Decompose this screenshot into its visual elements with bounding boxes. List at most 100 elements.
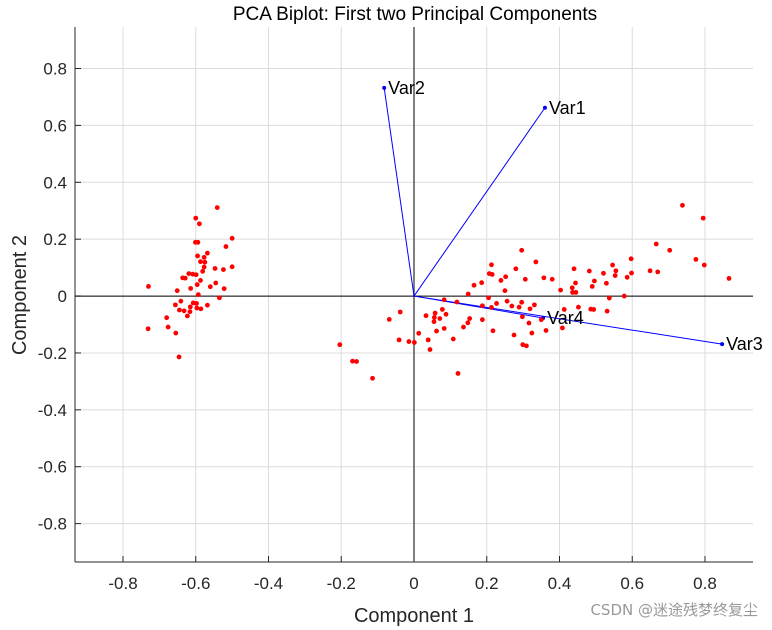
score-point — [193, 215, 199, 221]
score-point — [549, 276, 555, 282]
vector-label-var4: Var4 — [547, 308, 584, 328]
y-tick-label: 0.8 — [43, 60, 67, 79]
vector-label-var3: Var3 — [726, 334, 763, 354]
score-point — [592, 278, 597, 284]
score-point — [178, 298, 184, 304]
score-point — [571, 266, 577, 272]
x-tick-label: 0 — [409, 574, 418, 593]
score-point — [519, 314, 525, 320]
score-point — [489, 305, 494, 310]
score-point — [538, 317, 544, 323]
score-point — [498, 278, 504, 283]
x-tick-label: 0.4 — [548, 574, 572, 593]
score-point — [184, 313, 190, 319]
score-point — [229, 264, 235, 270]
score-point — [486, 295, 491, 301]
score-point — [526, 320, 532, 326]
y-tick-label: -0.2 — [38, 344, 67, 363]
score-point — [201, 264, 207, 270]
score-point — [188, 285, 194, 291]
score-point — [655, 269, 661, 275]
y-tick-label: -0.6 — [38, 458, 67, 477]
score-point — [223, 244, 229, 249]
vector-tip-var1 — [542, 105, 547, 110]
score-point — [541, 275, 547, 281]
score-point — [350, 358, 355, 364]
vector-var1 — [413, 107, 546, 297]
score-point — [164, 315, 170, 321]
score-point — [439, 307, 445, 312]
score-point — [520, 342, 526, 348]
score-point — [558, 287, 563, 293]
score-point — [613, 268, 619, 274]
score-point — [202, 259, 208, 265]
score-point — [450, 336, 456, 342]
score-point — [194, 301, 199, 306]
score-point — [186, 271, 192, 276]
score-point — [434, 328, 439, 334]
score-point — [503, 274, 509, 280]
score-point — [576, 304, 581, 310]
score-point — [653, 241, 659, 247]
score-point — [543, 328, 549, 333]
score-point — [467, 316, 473, 321]
score-point — [610, 262, 615, 268]
score-point — [533, 259, 539, 265]
score-point — [573, 280, 578, 286]
score-point — [624, 274, 630, 280]
score-point — [489, 272, 495, 277]
score-point — [207, 284, 213, 290]
y-tick-label: 0.6 — [43, 116, 67, 135]
score-point — [621, 293, 627, 299]
score-point — [437, 316, 443, 321]
score-point — [181, 308, 187, 314]
score-point — [531, 302, 537, 308]
score-point — [628, 256, 634, 262]
score-point — [217, 295, 222, 301]
score-point — [411, 340, 417, 345]
score-point — [194, 305, 200, 311]
score-point — [667, 247, 673, 253]
score-point — [523, 343, 529, 349]
score-point — [606, 295, 612, 301]
score-point — [455, 371, 461, 376]
score-point — [397, 309, 403, 315]
score-point — [647, 268, 653, 274]
score-point — [601, 270, 606, 276]
score-point — [201, 254, 207, 260]
score-point — [461, 324, 466, 330]
watermark: CSDN @迷途残梦终复尘 — [590, 601, 758, 619]
y-axis-label: Component 2 — [9, 235, 31, 355]
score-point — [693, 256, 699, 262]
score-point — [479, 303, 485, 309]
score-point — [569, 285, 575, 291]
score-point — [504, 298, 510, 304]
x-tick-label: -0.4 — [254, 574, 283, 593]
score-point — [396, 337, 402, 343]
score-point — [441, 326, 447, 331]
chart-title: PCA Biplot: First two Principal Componen… — [233, 4, 597, 25]
score-point — [193, 272, 199, 278]
score-point — [173, 330, 179, 336]
score-point — [519, 299, 525, 305]
vector-tip-var3 — [720, 342, 725, 347]
score-point — [431, 319, 437, 325]
score-point — [726, 276, 732, 281]
score-point — [182, 275, 188, 281]
tick-labels: -0.8 -0.6 -0.4 -0.2 0 0.2 0.4 0.6 0.8 -0.8 -0.6 -0.… — [38, 60, 717, 593]
score-point — [513, 266, 519, 272]
score-point — [354, 359, 359, 364]
score-point — [198, 278, 203, 283]
score-point — [195, 292, 201, 298]
score-point — [195, 239, 201, 245]
score-point — [370, 375, 375, 381]
x-axis-label: Component 1 — [354, 605, 474, 627]
x-tick-label: 0.6 — [620, 574, 644, 593]
score-point — [680, 202, 685, 208]
score-point — [145, 326, 151, 332]
score-point — [529, 330, 535, 336]
score-point — [441, 297, 447, 303]
score-point — [146, 283, 151, 289]
score-point — [701, 262, 707, 268]
score-point — [471, 282, 477, 288]
